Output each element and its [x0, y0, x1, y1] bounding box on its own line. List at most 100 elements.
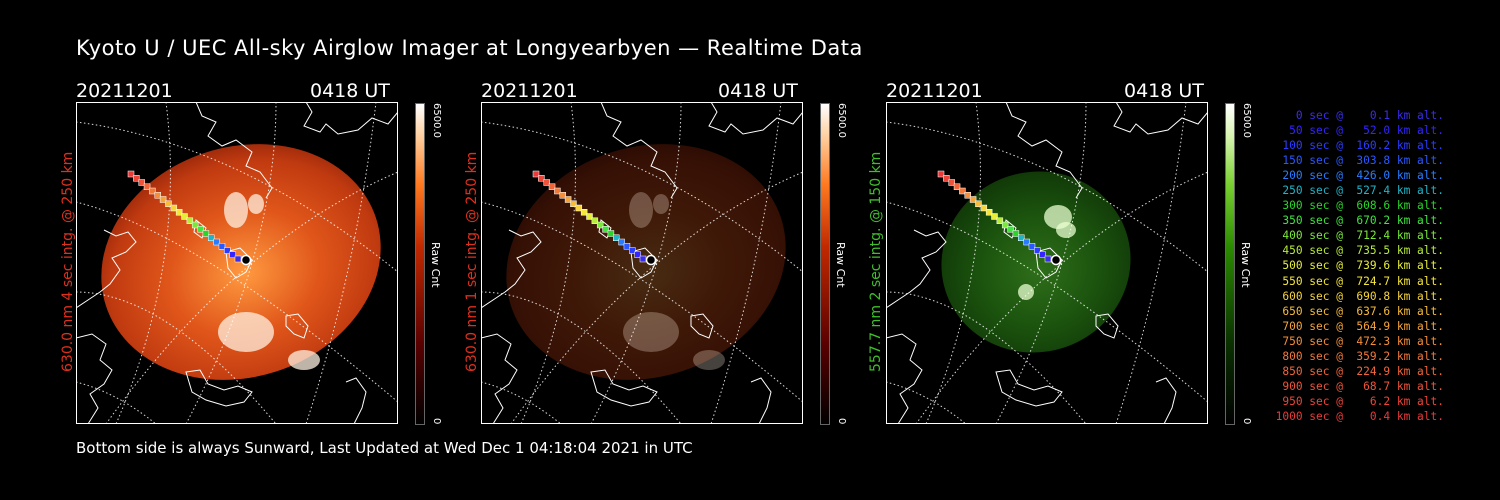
trajectory-marker [224, 247, 231, 254]
trajectory-marker [234, 255, 242, 263]
panel-date: 20211201 [76, 80, 173, 102]
legend-row: 450 sec @ 735.5 km alt. [1275, 244, 1444, 258]
colorbar-min-label: 0 [836, 418, 847, 425]
trajectory-marker [229, 251, 236, 258]
trajectory-marker [980, 204, 988, 212]
legend-row: 300 sec @ 608.6 km alt. [1275, 199, 1444, 213]
colorbar [820, 103, 830, 425]
trajectory-marker [991, 213, 998, 220]
trajectory-marker [937, 170, 945, 178]
trajectory-marker [943, 175, 950, 182]
panel-vertical-label: 557.7 nm 2 sec intg. @ 150 km [868, 151, 884, 372]
panel-date: 20211201 [886, 80, 983, 102]
legend-row: 350 sec @ 670.2 km alt. [1275, 214, 1444, 228]
station-marker [1050, 254, 1062, 266]
trajectory-marker [1039, 251, 1046, 258]
trajectory-marker [629, 247, 636, 254]
legend-row: 750 sec @ 472.3 km alt. [1275, 334, 1444, 348]
legend-row: 600 sec @ 690.8 km alt. [1275, 289, 1444, 303]
trajectory-marker [543, 179, 550, 186]
trajectory-marker [1007, 226, 1014, 233]
trajectory-marker [208, 234, 215, 241]
trajectory-marker [197, 226, 204, 233]
colorbar-max-label: 6500.0 [431, 103, 442, 138]
trajectory-marker [154, 192, 161, 199]
trajectory-marker [138, 179, 145, 186]
colorbar-unit-label: Raw Cnt [429, 242, 442, 288]
trajectory-marker [559, 192, 566, 199]
trajectory-marker [596, 221, 604, 229]
legend-row: 850 sec @ 224.9 km alt. [1275, 364, 1444, 378]
trajectory-marker [634, 251, 641, 258]
trajectory-marker [1044, 255, 1052, 263]
panel-vertical-label: 630.0 nm 1 sec intg. @ 250 km [464, 151, 480, 372]
page-title: Kyoto U / UEC All-sky Airglow Imager at … [76, 36, 863, 60]
allsky-image [941, 171, 1131, 353]
trajectory-marker [580, 209, 588, 216]
trajectory-marker [143, 183, 151, 190]
trajectory-marker [165, 200, 172, 207]
legend-row: 1000 sec @ 0.4 km alt. [1275, 409, 1444, 423]
trajectory-marker [1023, 238, 1030, 246]
trajectory-marker [586, 213, 593, 220]
legend-row: 50 sec @ 52.0 km alt. [1275, 124, 1444, 138]
legend-row: 650 sec @ 637.6 km alt. [1275, 304, 1444, 318]
panel-date: 20211201 [481, 80, 578, 102]
trajectory-marker [953, 183, 961, 190]
trajectory-marker [591, 217, 599, 224]
trajectory-marker [1028, 243, 1036, 250]
colorbar-max-label: 6500.0 [836, 103, 847, 138]
legend-row: 550 sec @ 724.7 km alt. [1275, 274, 1444, 288]
trajectory-marker [969, 196, 977, 203]
colorbar-unit-label: Raw Cnt [834, 242, 847, 288]
legend-row: 100 sec @ 160.2 km alt. [1275, 139, 1444, 153]
trajectory-marker [575, 204, 583, 212]
station-marker [645, 254, 657, 266]
trajectory-marker [618, 238, 625, 246]
legend-row: 500 sec @ 739.6 km alt. [1275, 259, 1444, 273]
footer-status: Bottom side is always Sunward, Last Upda… [76, 439, 693, 457]
trajectory-marker [1018, 234, 1025, 241]
trajectory-marker [532, 170, 540, 178]
airglow-image [481, 102, 803, 424]
trajectory-marker [186, 217, 194, 224]
trajectory-marker [1012, 230, 1020, 237]
legend-row: 150 sec @ 303.8 km alt. [1275, 154, 1444, 168]
colorbar-max-label: 6500.0 [1241, 103, 1252, 138]
trajectory-marker [639, 255, 647, 263]
trajectory-marker [1001, 221, 1009, 229]
panel-time: 0418 UT [718, 80, 798, 102]
colorbar-unit-label: Raw Cnt [1239, 242, 1252, 288]
colorbar [415, 103, 425, 425]
trajectory-marker [959, 187, 966, 195]
trajectory-marker [948, 179, 955, 186]
trajectory-marker [964, 192, 971, 199]
legend-row: 800 sec @ 359.2 km alt. [1275, 349, 1444, 363]
legend-row: 200 sec @ 426.0 km alt. [1275, 169, 1444, 183]
trajectory-marker [538, 175, 545, 182]
altitude-legend: 0 sec @ 0.1 km alt. 50 sec @ 52.0 km alt… [1268, 108, 1444, 424]
trajectory-marker [564, 196, 572, 203]
trajectory-marker [570, 200, 577, 207]
station-marker [240, 254, 252, 266]
airglow-image [76, 102, 398, 424]
legend-row: 400 sec @ 712.4 km alt. [1275, 229, 1444, 243]
legend-row: 950 sec @ 6.2 km alt. [1275, 394, 1444, 408]
trajectory-marker [602, 226, 609, 233]
trajectory-marker [1034, 247, 1041, 254]
trajectory-marker [613, 234, 620, 241]
trajectory-marker [218, 243, 226, 250]
colorbar [1225, 103, 1235, 425]
colorbar-min-label: 0 [1241, 418, 1252, 425]
colorbar-min-label: 0 [431, 418, 442, 425]
trajectory-marker [191, 221, 199, 229]
airglow-image [886, 102, 1208, 424]
legend-row: 700 sec @ 564.9 km alt. [1275, 319, 1444, 333]
trajectory-marker [975, 200, 982, 207]
trajectory-marker [149, 187, 156, 195]
trajectory-marker [548, 183, 556, 190]
trajectory-marker [181, 213, 188, 220]
legend-row: 0 sec @ 0.1 km alt. [1275, 109, 1444, 122]
panel-time: 0418 UT [310, 80, 390, 102]
panel-time: 0418 UT [1124, 80, 1204, 102]
